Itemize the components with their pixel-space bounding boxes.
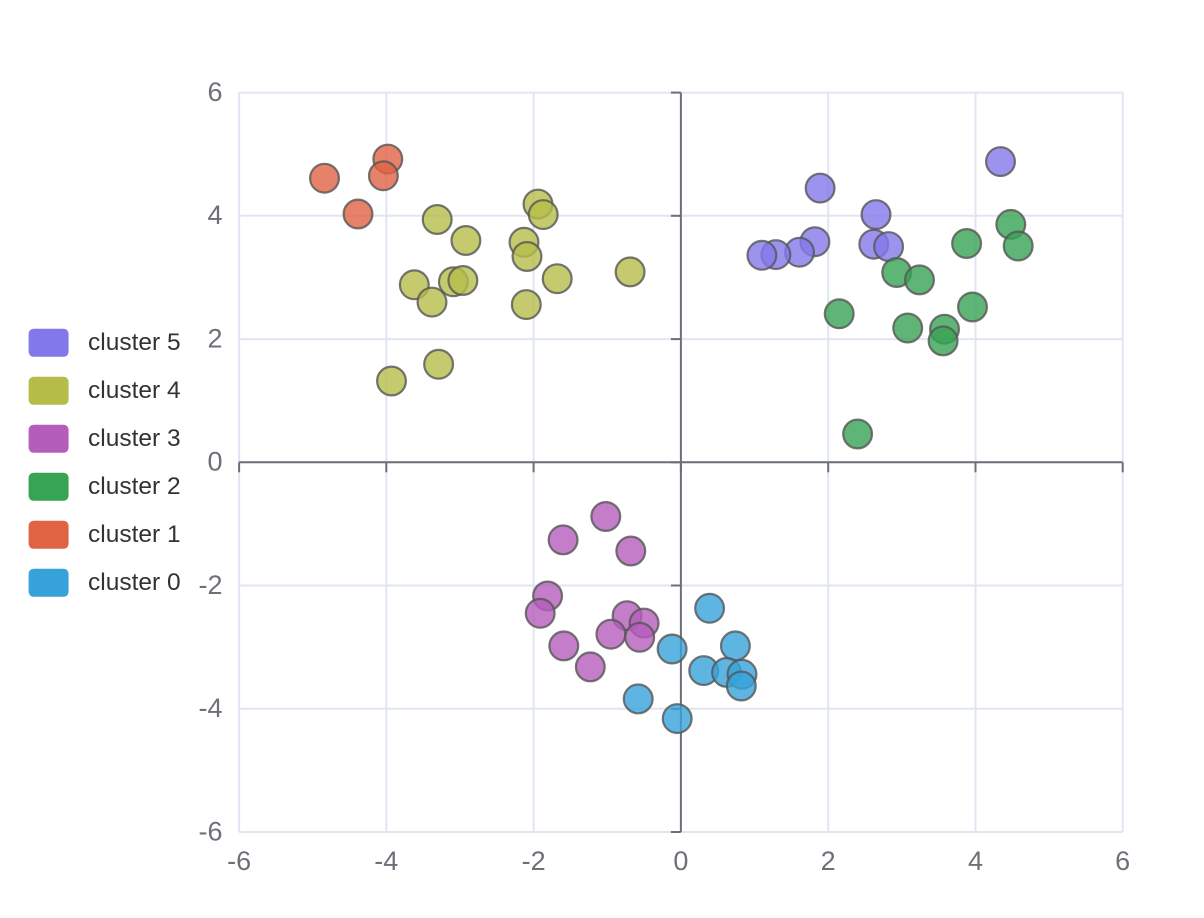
svg-text:2: 2 bbox=[207, 323, 222, 353]
svg-text:4: 4 bbox=[207, 200, 222, 230]
svg-text:-2: -2 bbox=[198, 570, 222, 600]
svg-text:0: 0 bbox=[207, 447, 222, 477]
svg-text:-4: -4 bbox=[198, 693, 222, 723]
svg-text:0: 0 bbox=[673, 846, 688, 876]
svg-text:-2: -2 bbox=[522, 846, 546, 876]
svg-text:-6: -6 bbox=[198, 816, 222, 846]
svg-text:cluster 1: cluster 1 bbox=[88, 521, 181, 548]
svg-text:6: 6 bbox=[1115, 846, 1130, 876]
svg-text:-6: -6 bbox=[227, 846, 251, 876]
svg-text:6: 6 bbox=[207, 77, 222, 107]
svg-text:cluster 5: cluster 5 bbox=[88, 329, 181, 356]
svg-text:cluster 0: cluster 0 bbox=[88, 569, 181, 596]
svg-text:cluster 2: cluster 2 bbox=[88, 473, 181, 500]
svg-text:cluster 4: cluster 4 bbox=[88, 377, 181, 404]
svg-text:4: 4 bbox=[968, 846, 983, 876]
svg-text:2: 2 bbox=[821, 846, 836, 876]
svg-text:-4: -4 bbox=[374, 846, 398, 876]
svg-text:cluster 3: cluster 3 bbox=[88, 425, 181, 452]
